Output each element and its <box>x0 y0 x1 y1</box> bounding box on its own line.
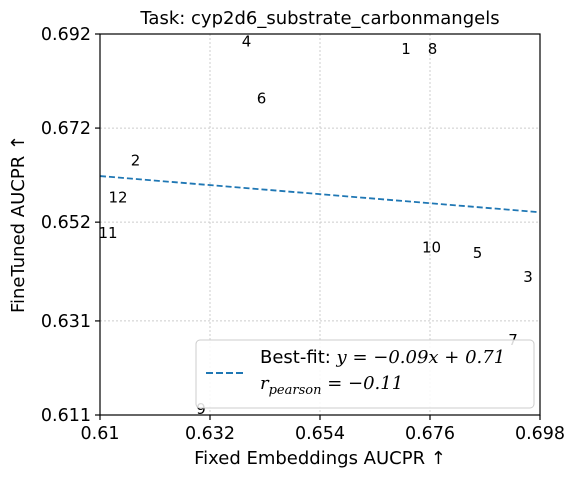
x-tick-label: 0.632 <box>185 424 235 444</box>
y-tick-label: 0.692 <box>41 25 91 45</box>
fit-line <box>99 175 541 214</box>
point-label-5: 5 <box>473 244 483 262</box>
point-labels: 123456789101112 <box>98 33 532 418</box>
y-axis-ticks: 0.611 0.631 0.652 0.672 0.692 <box>41 25 100 426</box>
point-label-1: 1 <box>401 40 411 58</box>
legend-pearson-label: rpearson = −0.11 <box>260 373 403 398</box>
y-tick-label: 0.611 <box>41 406 91 426</box>
x-tick-label: 0.654 <box>295 424 345 444</box>
point-label-2: 2 <box>131 152 141 170</box>
point-label-8: 8 <box>428 40 438 58</box>
y-tick-label: 0.631 <box>41 312 91 332</box>
point-label-6: 6 <box>257 89 267 107</box>
legend-fit-label: Best-fit: y = −0.09x + 0.71 <box>260 347 505 368</box>
legend-r-symbol: r <box>260 373 270 394</box>
point-label-12: 12 <box>108 189 127 207</box>
point-label-11: 11 <box>98 224 117 242</box>
x-axis-ticks: 0.61 0.632 0.654 0.676 0.698 <box>81 415 565 444</box>
y-tick-label: 0.672 <box>41 119 91 139</box>
x-tick-label: 0.698 <box>515 424 565 444</box>
point-label-9: 9 <box>196 400 206 418</box>
legend: Best-fit: y = −0.09x + 0.71 rpearson = −… <box>195 339 535 409</box>
chart-title: Task: cyp2d6_substrate_carbonmangels <box>139 8 499 29</box>
legend-fit-prefix: Best-fit: <box>260 347 337 368</box>
point-label-10: 10 <box>422 239 441 257</box>
x-tick-label: 0.676 <box>405 424 455 444</box>
legend-r-value: = −0.11 <box>321 373 403 394</box>
x-axis-label: Fixed Embeddings AUCPR ↑ <box>194 448 446 469</box>
legend-r-subscript: pearson <box>269 383 322 398</box>
y-axis-label: FineTuned AUCPR ↑ <box>8 135 29 313</box>
y-tick-label: 0.652 <box>41 213 91 233</box>
legend-fit-equation: y = −0.09x + 0.71 <box>336 347 506 368</box>
point-label-3: 3 <box>523 268 533 286</box>
fit-line-layer <box>99 175 541 214</box>
legend-box <box>195 339 535 409</box>
point-label-4: 4 <box>242 33 252 51</box>
x-tick-label: 0.61 <box>81 424 120 444</box>
